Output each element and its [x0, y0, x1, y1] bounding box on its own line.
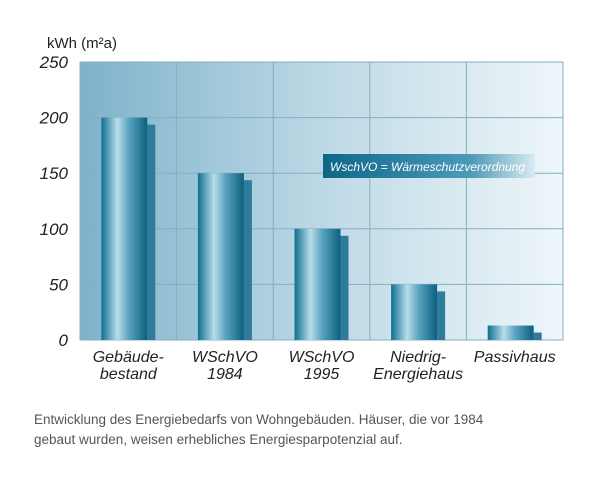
y-tick-label: 100 — [40, 220, 69, 239]
bar-chart: kWh (m²a) 0 50 100 150 200 250 Gebäude-bestan… — [39, 35, 564, 383]
category-label: bestand — [100, 366, 158, 383]
y-tick-label: 50 — [49, 275, 68, 294]
y-tick-label: 150 — [40, 164, 69, 183]
category-label: Passivhaus — [474, 349, 556, 366]
category-label: 1984 — [207, 366, 243, 383]
bars — [101, 117, 542, 340]
y-tick-label: 200 — [39, 109, 69, 128]
caption-line-2: gebaut wurden, weisen erhebliches Energi… — [34, 432, 403, 447]
bar-shadow — [147, 124, 156, 340]
bar — [197, 173, 244, 340]
figure-caption: Entwicklung des Energiebedarfs von Wohng… — [34, 410, 594, 450]
bar — [391, 284, 438, 340]
legend-note-text: WschVO = Wärmeschutzverordnung — [330, 160, 525, 174]
legend-note: WschVO = Wärmeschutzverordnung — [323, 154, 535, 178]
legend-note-box — [323, 154, 535, 178]
bar — [294, 228, 341, 340]
y-tick-label: 250 — [39, 53, 69, 72]
bar-shadow — [533, 332, 542, 340]
category-labels: Gebäude-bestandWSchVO1984WSchVO1995Niedr… — [93, 349, 556, 383]
bar — [487, 325, 534, 340]
category-label: WSchVO — [192, 349, 258, 366]
category-label: 1995 — [304, 366, 340, 383]
category-label: Niedrig- — [390, 349, 446, 366]
y-axis-unit-label: kWh (m²a) — [47, 35, 117, 52]
bar — [101, 117, 148, 340]
category-label: WSchVO — [289, 349, 355, 366]
category-label: Energiehaus — [373, 366, 463, 383]
category-label: Gebäude- — [93, 349, 164, 366]
bar-shadow — [437, 291, 446, 340]
caption-line-1: Entwicklung des Energiebedarfs von Wohng… — [34, 412, 484, 427]
y-tick-label: 0 — [59, 331, 69, 350]
bar-shadow — [340, 235, 349, 340]
bar-shadow — [243, 180, 252, 340]
y-axis-ticks: 0 50 100 150 200 250 — [39, 53, 69, 350]
